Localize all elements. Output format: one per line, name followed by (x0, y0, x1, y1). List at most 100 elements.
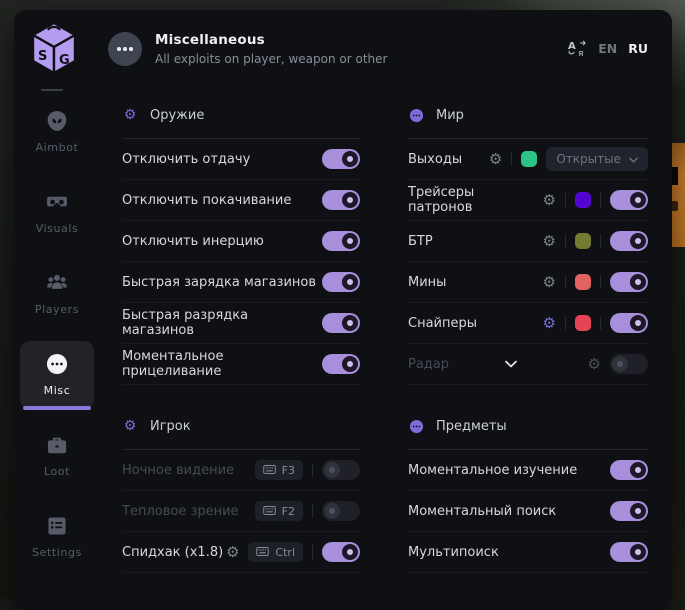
toggle-switch[interactable] (610, 501, 648, 521)
divider (565, 275, 566, 289)
row-controls: ⚙ Открытые (489, 147, 648, 171)
toggle-switch[interactable] (322, 149, 360, 169)
toggle-dot (635, 197, 641, 203)
sidebar-item-label: Misc (43, 384, 71, 397)
sidebar-item-settings[interactable]: Settings (20, 503, 94, 571)
toggle-switch[interactable] (610, 354, 648, 374)
ellipsis-circle-icon (108, 32, 142, 66)
alien-icon (45, 109, 69, 133)
row-snipers: Снайперы ⚙ (408, 303, 648, 344)
sidebar-item-loot[interactable]: Loot (20, 422, 94, 490)
toggle-switch[interactable] (610, 313, 648, 333)
sidebar-item-misc[interactable]: Misc (20, 341, 94, 410)
toggle-switch[interactable] (322, 354, 360, 374)
toggle-switch[interactable] (610, 542, 648, 562)
section-header: ⚙ Оружие (122, 104, 360, 139)
row-mines: Мины ⚙ (408, 262, 648, 303)
toggle-knob (630, 503, 646, 519)
gear-icon[interactable]: ⚙ (488, 149, 503, 168)
language-switcher: А я EN RU (568, 40, 648, 59)
page-subtitle: All exploits on player, weapon or other (155, 52, 388, 66)
row-label: Моментальный поиск (408, 503, 557, 519)
section-player: ⚙ Игрок Ночное видение F3 Тепловое зрение F2 С… (122, 415, 360, 573)
hotkey-badge[interactable]: Ctrl (248, 542, 303, 562)
row-bullet-tracers: Трейсеры патронов ⚙ (408, 180, 648, 221)
toggle-switch[interactable] (610, 190, 648, 210)
row-label: Отключить покачивание (122, 192, 292, 208)
color-swatch[interactable] (575, 315, 591, 331)
row-controls: ⚙ Ctrl (226, 542, 360, 562)
lang-en-button[interactable]: EN (598, 41, 618, 56)
keyboard-icon (262, 505, 276, 518)
gear-icon[interactable]: ⚙ (587, 354, 601, 373)
sidebar-item-aimbot[interactable]: Aimbot (20, 98, 94, 166)
toggle-knob (342, 192, 358, 208)
gear-icon[interactable]: ⚙ (542, 231, 556, 250)
gear-icon[interactable]: ⚙ (542, 190, 556, 209)
toggle-switch[interactable] (322, 190, 360, 210)
row-fast-mag-load: Быстрая зарядка магазинов (122, 262, 360, 303)
hotkey-badge[interactable]: F3 (254, 460, 303, 480)
gear-icon[interactable]: ⚙ (542, 313, 556, 332)
toggle-switch[interactable] (322, 460, 360, 480)
section-title: Оружие (150, 107, 205, 123)
row-controls (322, 190, 360, 210)
svg-text:S: S (38, 49, 47, 64)
chevron-down-icon (629, 152, 638, 166)
color-swatch[interactable] (521, 151, 538, 167)
row-controls (322, 272, 360, 292)
color-swatch[interactable] (575, 274, 591, 290)
sidebar-item-label: Visuals (35, 222, 79, 235)
row-label: Быстрая разрядка магазинов (122, 308, 249, 338)
briefcase-icon (45, 433, 69, 457)
row-label: Мины (408, 274, 447, 290)
dropdown-select[interactable]: Открытые (546, 147, 648, 171)
row-controls (322, 231, 360, 251)
gear-icon[interactable]: ⚙ (542, 272, 556, 291)
toggle-switch[interactable] (322, 231, 360, 251)
toggle-switch[interactable] (322, 501, 360, 521)
page-header: Miscellaneous All exploits on player, we… (108, 27, 387, 71)
sidebar-item-label: Settings (32, 546, 82, 559)
chevron-down-icon[interactable] (505, 360, 517, 368)
color-swatch[interactable] (575, 233, 591, 249)
divider (600, 193, 601, 207)
color-swatch[interactable] (575, 192, 591, 208)
toggle-switch[interactable] (322, 313, 360, 333)
toggle-dot (347, 279, 353, 285)
gear-icon[interactable]: ⚙ (225, 542, 240, 561)
lang-ru-button[interactable]: RU (628, 41, 648, 56)
toggle-dot (347, 549, 353, 555)
section-world: Мир Выходы ⚙ Открытые Трейсеры патронов ⚙ БТР ⚙… (408, 104, 648, 385)
dots-circle-icon (45, 352, 69, 376)
row-radar: Радар ⚙ (408, 344, 648, 385)
hotkey-label: F2 (281, 504, 295, 518)
dots-icon (408, 107, 424, 123)
section-weapon: ⚙ Оружие Отключить отдачу Отключить покачив… (122, 104, 360, 385)
sidebar-item-players[interactable]: Players (20, 260, 94, 328)
toggle-switch[interactable] (610, 231, 648, 251)
svg-text:А: А (568, 41, 576, 52)
row-label: Отключить отдачу (122, 151, 251, 167)
divider (565, 193, 566, 207)
divider (312, 463, 313, 477)
section-title: Мир (436, 107, 464, 123)
toggle-switch[interactable] (322, 272, 360, 292)
row-controls (610, 542, 648, 562)
sign-mark (669, 167, 678, 185)
toggle-switch[interactable] (322, 542, 360, 562)
hotkey-badge[interactable]: F2 (254, 501, 303, 521)
toggle-dot (635, 238, 641, 244)
row-multi-search: Мультипоиск (408, 532, 648, 573)
toggle-switch[interactable] (610, 460, 648, 480)
toggle-dot (329, 467, 335, 473)
toggle-dot (635, 549, 641, 555)
toggle-dot (347, 320, 353, 326)
row-controls (322, 313, 360, 333)
divider (312, 504, 313, 518)
row-controls: F2 (254, 501, 360, 521)
toggle-switch[interactable] (610, 272, 648, 292)
divider (511, 152, 513, 166)
row-label: Снайперы (408, 315, 478, 331)
sidebar-item-visuals[interactable]: Visuals (20, 179, 94, 247)
